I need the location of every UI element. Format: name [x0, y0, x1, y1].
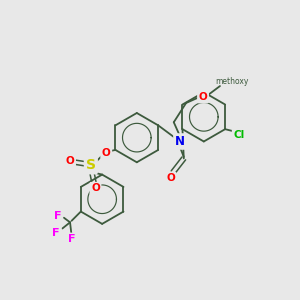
Text: F: F [68, 234, 75, 244]
Text: N: N [175, 135, 185, 148]
Text: Cl: Cl [233, 130, 244, 140]
Text: O: O [102, 148, 111, 158]
Text: O: O [91, 184, 100, 194]
Text: O: O [66, 156, 74, 166]
Text: O: O [199, 92, 207, 102]
Text: F: F [52, 228, 60, 238]
Text: Cl: Cl [233, 130, 244, 140]
Text: methoxy: methoxy [216, 77, 249, 86]
Text: O: O [166, 173, 175, 184]
Text: O: O [166, 173, 175, 184]
Text: S: S [86, 158, 96, 172]
Text: O: O [199, 92, 207, 102]
Text: S: S [86, 158, 96, 172]
Text: O: O [66, 156, 74, 166]
Text: F: F [54, 211, 62, 221]
Text: N: N [175, 135, 185, 148]
Text: F: F [68, 234, 75, 244]
Text: F: F [52, 228, 60, 238]
Text: O: O [102, 148, 111, 158]
Text: O: O [91, 184, 100, 194]
Text: F: F [54, 211, 62, 221]
